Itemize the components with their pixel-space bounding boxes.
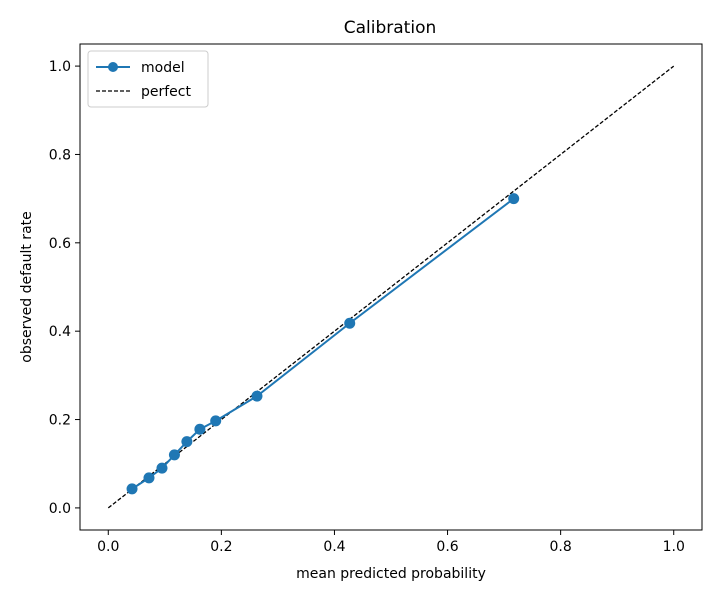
legend-box: [87, 50, 209, 108]
legend-model-marker: [108, 62, 118, 72]
model-data-point: [194, 423, 206, 435]
model-data-point: [156, 462, 168, 474]
y-tick-label: 1.0: [49, 59, 71, 75]
y-axis-ticks: 0.0 0.2 0.4 0.6 0.8 1.0: [49, 59, 80, 517]
legend-model-label: model: [141, 60, 185, 76]
y-tick-label: 0.8: [49, 147, 71, 163]
model-data-point: [344, 317, 356, 329]
x-tick-label: 0.6: [436, 539, 458, 555]
model-data-point: [251, 390, 263, 402]
y-axis-label: observed default rate: [19, 211, 35, 363]
x-axis-ticks: 0.0 0.2 0.4 0.6 0.8 1.0: [97, 530, 685, 555]
model-data-point: [143, 472, 155, 484]
chart-title: Calibration: [344, 18, 437, 38]
y-tick-label: 0.0: [49, 501, 71, 517]
x-tick-label: 0.4: [323, 539, 345, 555]
model-data-point: [210, 415, 222, 427]
model-data-point: [126, 483, 138, 495]
y-tick-label: 0.6: [49, 236, 71, 252]
x-tick-label: 0.8: [550, 539, 572, 555]
model-series-line: [131, 197, 515, 490]
model-data-point: [508, 193, 520, 205]
x-tick-label: 0.2: [210, 539, 232, 555]
model-data-point: [181, 436, 193, 448]
x-tick-label: 0.0: [97, 539, 119, 555]
y-tick-label: 0.4: [49, 324, 71, 340]
y-tick-label: 0.2: [49, 413, 71, 429]
legend: model perfect: [87, 50, 209, 108]
perfect-series-line: [107, 65, 675, 509]
x-tick-label: 1.0: [663, 539, 685, 555]
model-data-point: [168, 449, 180, 461]
plot-area: [107, 65, 675, 509]
legend-perfect-label: perfect: [141, 84, 191, 100]
x-axis-label: mean predicted probability: [296, 566, 486, 582]
plot-frame: [79, 43, 703, 531]
